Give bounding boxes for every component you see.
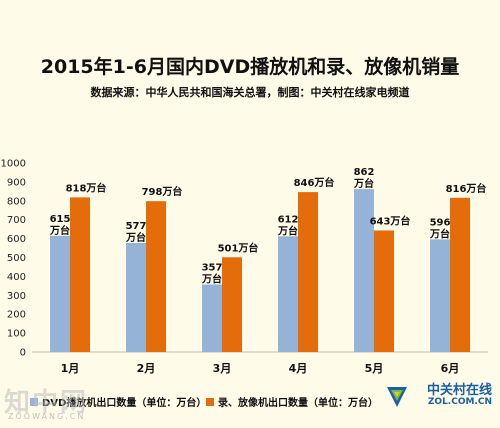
- y-tick-label: 300: [7, 291, 26, 302]
- data-label: 357 万台: [201, 263, 222, 286]
- bar-vcr: [146, 201, 166, 352]
- zol-logo-icon: [387, 387, 407, 407]
- y-tick-label: 1000: [1, 159, 26, 170]
- legend-swatch-dvd: [30, 397, 38, 406]
- legend-swatch-vcr: [206, 397, 214, 406]
- x-tick-label: 4月: [289, 362, 308, 375]
- x-tick-label: 2月: [137, 362, 156, 375]
- legend-item-vcr: 录、放像机出口数量（单位：万台）: [206, 394, 378, 409]
- bar-dvd: [202, 284, 222, 352]
- data-label: 816万台: [446, 182, 487, 195]
- data-label: 577 万台: [125, 221, 146, 244]
- data-label: 846万台: [294, 176, 335, 189]
- x-tick-label: 6月: [441, 362, 460, 375]
- bar-dvd: [50, 235, 70, 352]
- y-tick-label: 900: [7, 177, 26, 188]
- chart-subtitle: 数据来源：中华人民共和国海关总署，制图：中关村在线家电频道: [90, 86, 410, 99]
- chart-title: 2015年1-6月国内DVD播放机和录、放像机销量: [40, 56, 460, 78]
- data-label: 798万台: [142, 185, 183, 198]
- y-tick-label: 600: [7, 234, 26, 245]
- y-tick-label: 700: [7, 215, 26, 226]
- y-tick-label: 400: [7, 272, 26, 283]
- bar-vcr: [70, 197, 90, 352]
- bar-dvd: [278, 236, 298, 352]
- y-tick-label: 500: [7, 253, 26, 264]
- watermark-left-sub: ZOOWANG.CN: [8, 412, 86, 421]
- data-label: 643万台: [370, 214, 411, 227]
- y-tick-label: 200: [7, 310, 26, 321]
- x-tick-label: 5月: [365, 362, 384, 375]
- legend-label-vcr: 录、放像机出口数量（单位：万台）: [218, 398, 378, 409]
- y-tick-label: 800: [7, 196, 26, 207]
- data-label: 612 万台: [277, 214, 298, 237]
- y-tick-label: 0: [20, 348, 26, 359]
- bar-dvd: [126, 242, 146, 352]
- data-label: 818万台: [66, 181, 107, 194]
- y-tick-label: 100: [7, 329, 26, 340]
- bar-vcr: [450, 197, 470, 352]
- watermark-right-en: ZOL.COM.CN: [427, 397, 492, 408]
- bar-vcr: [374, 230, 394, 352]
- chart-legend: DVD播放机出口数量（单位：万台） 录、放像机出口数量（单位：万台）: [0, 390, 500, 410]
- bar-vcr: [222, 257, 242, 352]
- bar-vcr: [298, 192, 318, 352]
- watermark-right-cn: 中关村在线: [426, 383, 492, 398]
- watermark-left: 知中网: [4, 388, 89, 418]
- bar-dvd: [430, 239, 450, 352]
- watermark-right: 中关村在线 ZOL.COM.CN: [426, 383, 492, 408]
- bar-dvd: [354, 189, 374, 352]
- data-label: 596 万台: [429, 217, 450, 240]
- x-tick-label: 1月: [61, 362, 80, 375]
- data-label: 615 万台: [49, 214, 70, 237]
- legend-label-dvd: DVD播放机出口数量（单位：万台）: [42, 398, 207, 409]
- legend-item-dvd: DVD播放机出口数量（单位：万台）: [30, 394, 206, 409]
- data-label: 501万台: [218, 241, 259, 254]
- data-label: 862 万台: [353, 167, 374, 190]
- x-tick-label: 3月: [213, 362, 232, 375]
